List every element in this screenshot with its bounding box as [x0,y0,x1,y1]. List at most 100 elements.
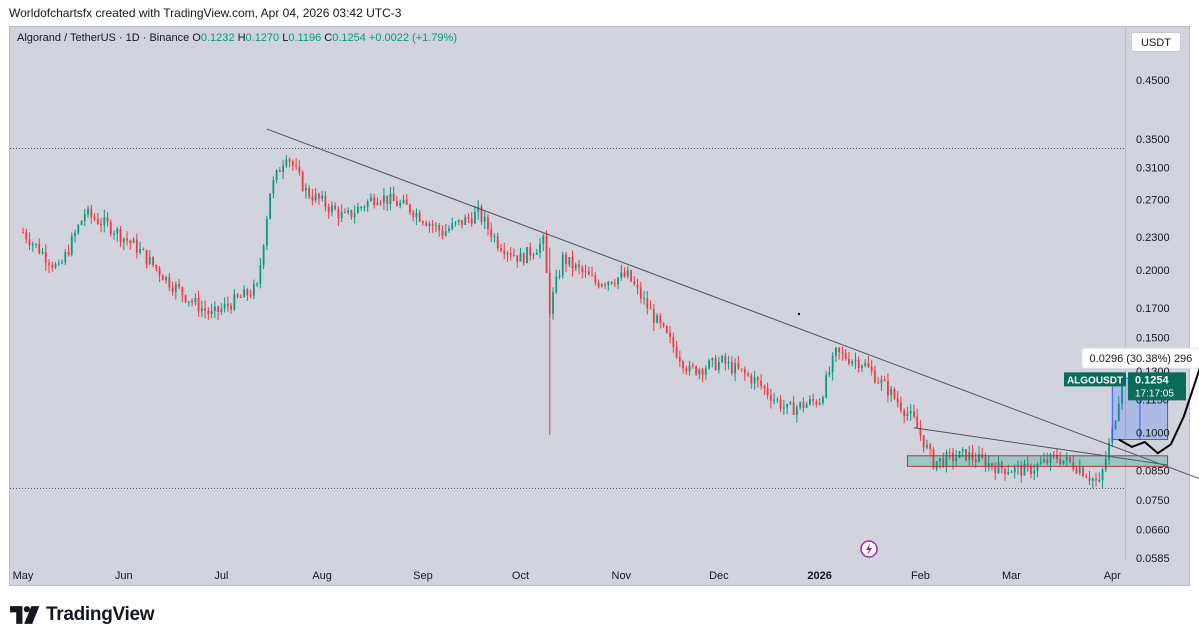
candle-body-268 [893,389,896,399]
candle-186 [626,265,629,279]
candle-body-333 [1104,458,1107,470]
x-tick-9: Feb [911,570,930,582]
candle-51 [187,301,190,307]
candle-43 [161,274,164,281]
candle-29 [116,226,119,242]
candle-98 [340,204,343,223]
candle-body-135 [461,219,463,225]
candle-body-170 [574,264,577,269]
candle-71 [252,279,255,300]
candle-95 [331,201,333,217]
candle-body-42 [158,268,161,276]
candle-body-181 [610,281,613,284]
candle-89 [311,189,314,206]
measure-label-text: 0.0296 (30.38%) 296 [1090,353,1193,365]
candle-body-102 [353,213,356,217]
candle-160 [542,233,545,252]
candle-body-327 [1085,476,1088,478]
candle-body-228 [763,386,766,389]
candle-312 [1036,462,1039,478]
candle-body-134 [457,219,460,223]
candle-body-282 [939,458,941,462]
candle-body-263 [877,382,880,384]
candle-294 [978,446,980,463]
candle-body-264 [880,379,883,383]
candle-body-242 [808,399,811,404]
candle-275 [916,408,919,428]
candle-307 [1020,461,1023,483]
candle-228 [763,384,766,396]
candle-251 [838,347,841,360]
candle-185 [623,267,626,278]
candle-15 [70,232,73,257]
candle-238 [795,404,798,423]
candle-body-184 [620,272,623,278]
candle-body-332 [1101,469,1104,481]
candle-131 [448,225,450,233]
candle-body-302 [1004,468,1006,474]
candle-body-4 [35,243,37,245]
candle-body-158 [535,252,538,255]
candle-body-211 [708,360,710,369]
candle-75 [265,215,268,250]
candle-239 [799,401,802,410]
candle-57 [207,307,210,320]
legend-l-label: L [282,32,289,44]
candle-315 [1046,452,1049,466]
candle-body-330 [1095,478,1097,481]
candle-323 [1072,455,1075,472]
candle-body-146 [496,236,499,249]
candle-313 [1039,456,1042,466]
candle-body-171 [578,264,580,268]
candle-body-118 [405,199,408,205]
price-axis: 0.4500 0.3500 0.3100 0.2700 0.2300 0.2000 0.17… [1064,75,1186,565]
candle-body-212 [711,358,714,361]
candle-115 [396,195,398,207]
candle-100 [347,207,350,215]
currency-button[interactable]: USDT [1131,32,1181,52]
candle-225 [753,370,756,390]
candle-109 [376,197,379,206]
candle-body-213 [714,358,717,370]
candle-187 [630,269,632,283]
candle-158 [535,248,538,255]
candle-159 [539,238,541,259]
candle-body-219 [734,363,737,374]
candle-body-284 [945,452,948,467]
y-tick-11: 0.0850 [1136,465,1170,477]
candle-55 [200,300,203,317]
candle-288 [958,450,961,459]
candle-87 [304,183,307,199]
candle-22 [93,213,96,222]
y-tick-3: 0.2700 [1136,195,1170,207]
candle-body-312 [1036,464,1039,471]
chart-frame[interactable] [9,26,1190,586]
candle-body-45 [168,276,171,288]
candle-body-22 [93,216,96,220]
candle-body-78 [275,170,278,181]
candle-body-183 [617,277,619,285]
candle-body-7 [44,251,47,263]
candle-138 [470,211,473,227]
candle-14 [67,244,70,257]
candle-38 [145,249,148,269]
candle-262 [874,365,876,384]
candle-body-11 [57,263,60,265]
candle-body-283 [942,458,945,467]
candle-44 [165,276,167,284]
candle-body-132 [451,223,454,229]
y-tick-14: 0.0585 [1136,553,1170,565]
candle-242 [808,395,811,406]
candle-127 [435,222,437,232]
candle-body-256 [854,359,857,361]
candle-218 [730,356,733,376]
candle-body-290 [965,449,967,461]
candle-221 [740,368,743,373]
candle-326 [1082,466,1084,478]
candle-body-159 [539,243,541,253]
candle-63 [226,296,229,312]
candle-body-96 [334,205,337,210]
candle-119 [409,203,411,215]
candle-body-56 [204,308,206,312]
